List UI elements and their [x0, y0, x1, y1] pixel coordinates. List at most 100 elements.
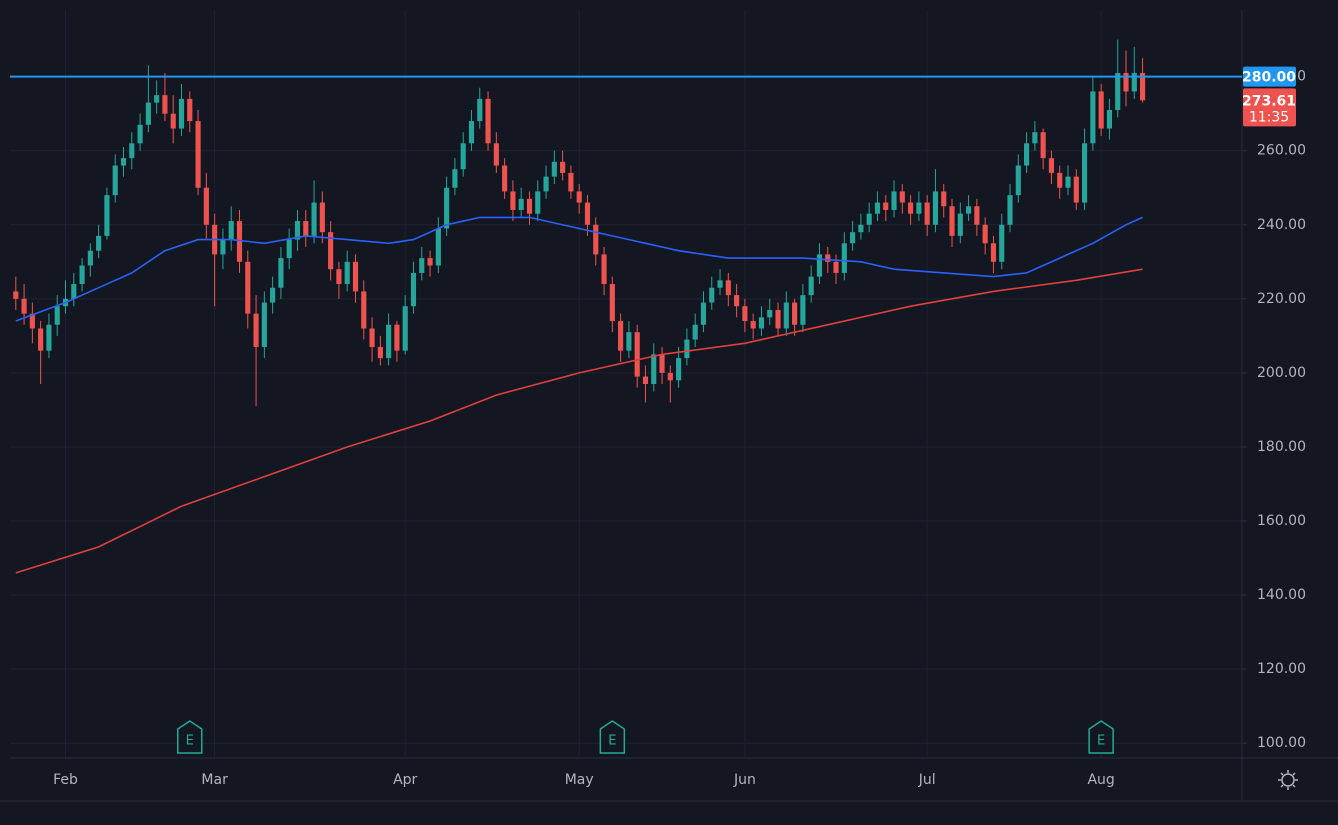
candle-body: [286, 239, 292, 259]
earnings-marker: [1088, 720, 1114, 754]
x-tick-label: Feb: [53, 772, 78, 788]
x-tick-label: Apr: [393, 772, 417, 788]
candle-body: [717, 280, 723, 288]
y-tick-label: 120.00: [1257, 661, 1306, 677]
candle-body: [560, 161, 566, 173]
grid: [10, 10, 1242, 758]
candle-body: [435, 228, 441, 266]
candle-body: [104, 195, 110, 236]
y-tick-label: 140.00: [1257, 587, 1306, 603]
candle-body: [535, 191, 541, 214]
x-tick-label: Jul: [918, 772, 936, 788]
candle-body: [377, 346, 383, 359]
candle-body: [568, 172, 574, 192]
candle-body: [361, 291, 367, 329]
candle-body: [949, 206, 955, 236]
candle-body: [452, 169, 458, 188]
candle-body: [1015, 165, 1021, 196]
candle-body: [38, 328, 44, 351]
hline-badge: [1243, 66, 1296, 87]
settings-icon[interactable]: [1278, 770, 1298, 790]
candle-body: [908, 202, 914, 214]
candle-body: [1073, 176, 1079, 203]
candle-body: [858, 224, 864, 233]
candle-body: [957, 213, 963, 236]
candle-body: [311, 202, 317, 236]
candle-body: [584, 202, 591, 225]
plot: [10, 39, 1242, 574]
earnings-label: E: [1097, 734, 1105, 749]
candle-body: [518, 198, 524, 210]
candle-body: [700, 302, 707, 325]
candle-body: [228, 221, 234, 240]
candle-body: [1007, 195, 1013, 225]
candle-body: [1106, 109, 1113, 129]
candle-body: [120, 158, 127, 166]
candle-body: [941, 191, 947, 207]
candle-body: [369, 328, 375, 347]
candle-body: [800, 295, 806, 325]
candle-body: [825, 254, 831, 262]
gear-ring: [1281, 773, 1295, 787]
candle-body: [642, 376, 649, 384]
candle-body: [626, 332, 632, 351]
candle-body: [667, 372, 673, 381]
candle-body: [601, 254, 607, 285]
last-price-label: 273.61: [1242, 93, 1296, 109]
candle-body: [1090, 91, 1096, 144]
candle-body: [178, 98, 185, 129]
candle-body: [1082, 143, 1088, 203]
axes: 100.00 120.00 140.00 160.00 180.00 200.00 220.…: [53, 66, 1306, 788]
candle-body: [46, 324, 52, 351]
candle-body: [758, 317, 765, 329]
candle-body: [394, 324, 400, 351]
candle-body: [1040, 132, 1046, 159]
candle-body: [618, 321, 624, 351]
candle-body: [850, 232, 856, 244]
candle-body: [1048, 158, 1055, 173]
candle-body: [21, 298, 27, 314]
candle-body: [303, 221, 309, 236]
candle-body: [891, 191, 897, 210]
x-tick-label: Aug: [1087, 772, 1114, 788]
candle-body: [328, 232, 334, 270]
candle-body: [709, 287, 715, 303]
candle-body: [783, 302, 789, 329]
moving-average: [15, 216, 1143, 322]
candle-body: [609, 284, 615, 322]
candle-body: [692, 324, 698, 340]
candle-body: [974, 206, 980, 225]
candle-body: [816, 254, 823, 277]
candle-body: [352, 261, 359, 292]
candle-body: [999, 224, 1005, 262]
y-tick-label: 180.00: [1257, 439, 1306, 455]
candle-body: [883, 202, 889, 210]
candle-body: [750, 321, 756, 329]
candle-body: [767, 309, 773, 318]
candle-body: [734, 295, 740, 307]
candle-body: [1032, 132, 1038, 144]
candle-body: [966, 206, 972, 214]
earnings-label: E: [608, 734, 616, 749]
candle-body: [775, 309, 781, 329]
candle-body: [874, 202, 881, 214]
candle-body: [485, 98, 491, 144]
candle-body: [444, 187, 450, 229]
candle-body: [236, 221, 243, 262]
candle-body: [676, 358, 682, 381]
candle-body: [278, 258, 284, 288]
earnings-marker: [177, 720, 203, 754]
candle-body: [195, 121, 201, 188]
candle-body: [899, 191, 905, 203]
candle-body: [162, 95, 168, 114]
candle-body: [410, 272, 417, 307]
x-tick-label: Mar: [201, 772, 228, 788]
y-tick-label: 200.00: [1257, 365, 1306, 381]
y-tick-label: 260.00: [1257, 143, 1306, 159]
candle-body: [468, 121, 475, 144]
candle-body: [270, 287, 276, 303]
candle-body: [1024, 143, 1030, 166]
candle-body: [54, 306, 60, 325]
